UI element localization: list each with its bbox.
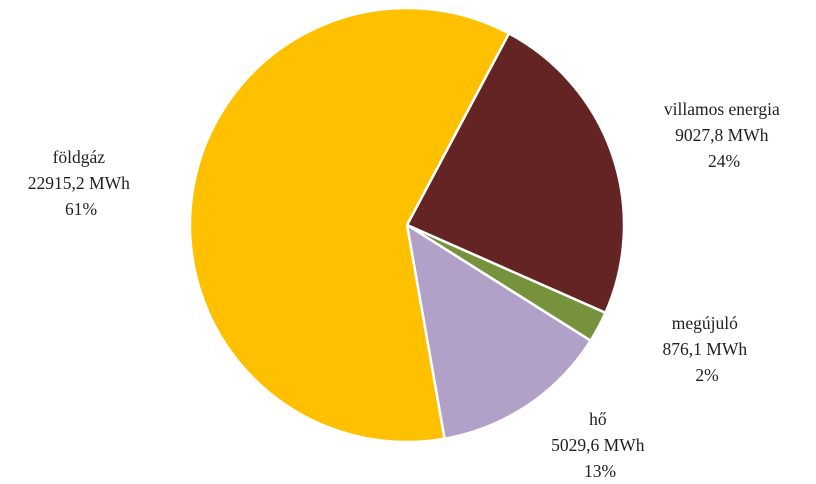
data-label-megujulo-percent: 2% — [695, 365, 718, 385]
data-label-villamos-energia: villamos energia 9027,8 MWh 24% — [664, 99, 784, 171]
data-label-ho-name: hő — [589, 409, 607, 429]
data-label-ho-percent: 13% — [584, 461, 616, 481]
data-label-ho-value: 5029,6 MWh — [551, 435, 645, 455]
data-label-foldgaz: földgáz 22915,2 MWh 61% — [28, 147, 134, 219]
data-label-megujulo-name: megújuló — [672, 313, 738, 333]
data-label-villamos-energia-value: 9027,8 MWh — [675, 125, 769, 145]
pie-slice-1 — [405, 32, 626, 315]
data-label-foldgaz-value: 22915,2 MWh — [28, 173, 130, 193]
data-label-megujulo-value: 876,1 MWh — [663, 339, 748, 359]
data-label-villamos-energia-percent: 24% — [708, 151, 740, 171]
pie-slices — [188, 6, 626, 444]
data-label-foldgaz-name: földgáz — [53, 147, 106, 167]
pie-slice-3 — [405, 223, 592, 440]
pie-slice-4 — [188, 6, 511, 444]
data-label-ho: hő 5029,6 MWh 13% — [551, 409, 649, 481]
data-label-foldgaz-percent: 61% — [65, 199, 97, 219]
data-label-megujulo: megújuló 876,1 MWh 2% — [663, 313, 752, 385]
data-label-villamos-energia-name: villamos energia — [664, 99, 780, 119]
